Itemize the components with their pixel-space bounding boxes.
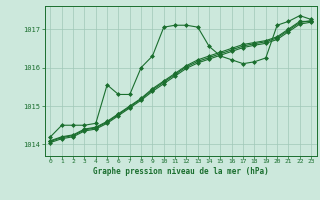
X-axis label: Graphe pression niveau de la mer (hPa): Graphe pression niveau de la mer (hPa) <box>93 167 269 176</box>
